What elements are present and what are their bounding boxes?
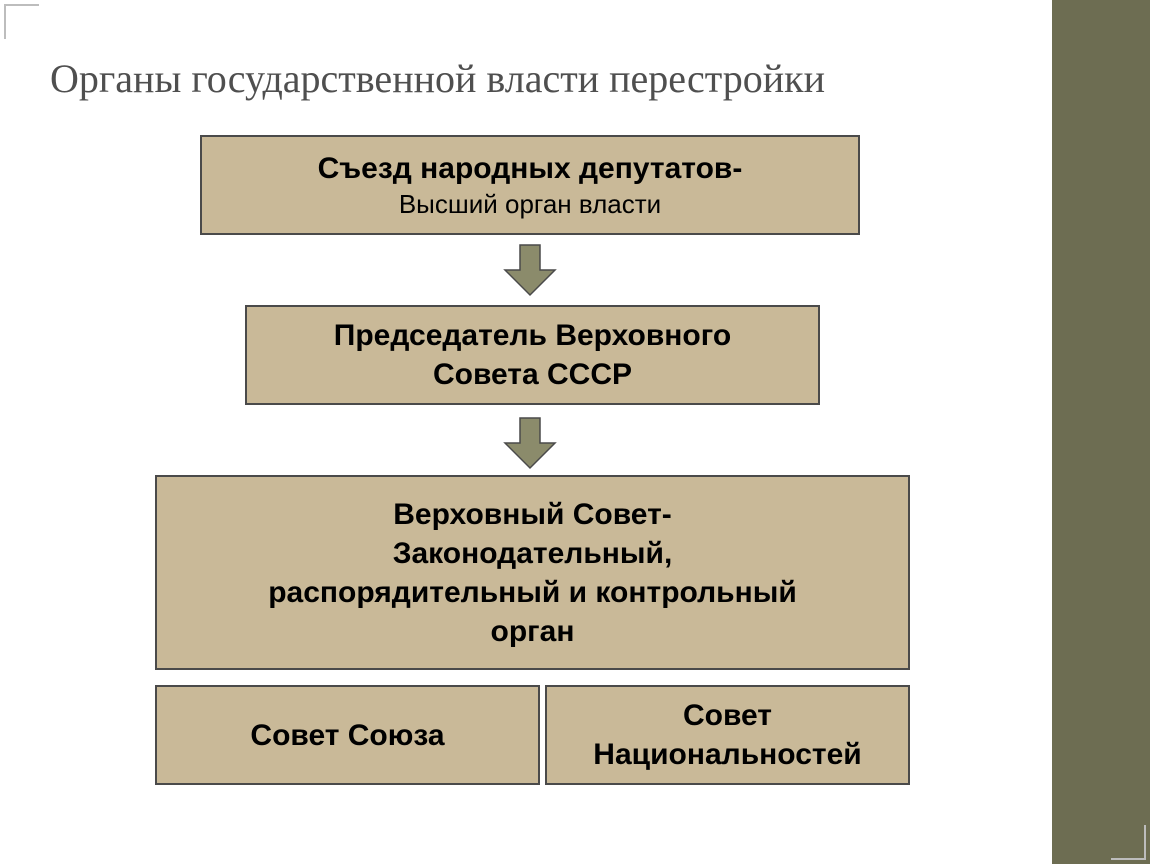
box-chairman: Председатель Верховного Совета СССР xyxy=(245,305,820,405)
box-chairman-line1: Председатель Верховного xyxy=(334,316,731,355)
box-council-union: Совет Союза xyxy=(155,685,540,785)
box-supreme-line4: орган xyxy=(491,612,575,651)
arrow-chairman-to-supreme xyxy=(500,413,560,473)
slide-title: Органы государственной власти перестройк… xyxy=(50,55,825,102)
box-nat-line1: Совет xyxy=(683,696,772,735)
box-supreme-line1: Верховный Совет- xyxy=(393,495,672,534)
box-supreme-line2: Законодательный, xyxy=(393,534,673,573)
box-congress-line1: Съезд народных депутатов- xyxy=(318,149,743,188)
corner-deco-br xyxy=(1111,825,1146,860)
box-union-text: Совет Союза xyxy=(250,716,444,755)
box-chairman-line2: Совета СССР xyxy=(433,355,632,394)
corner-deco-tl xyxy=(4,4,39,39)
box-congress: Съезд народных депутатов- Высший орган в… xyxy=(200,135,860,235)
box-supreme-line3: распорядительный и контрольный xyxy=(268,573,797,612)
box-nat-line2: Национальностей xyxy=(593,735,861,774)
sidebar-accent xyxy=(1052,0,1150,864)
box-congress-line2: Высший орган власти xyxy=(399,188,661,222)
box-supreme-council: Верховный Совет- Законодательный, распор… xyxy=(155,475,910,670)
arrow-congress-to-chairman xyxy=(500,240,560,300)
box-council-nationalities: Совет Национальностей xyxy=(545,685,910,785)
slide: Органы государственной власти перестройк… xyxy=(0,0,1150,864)
